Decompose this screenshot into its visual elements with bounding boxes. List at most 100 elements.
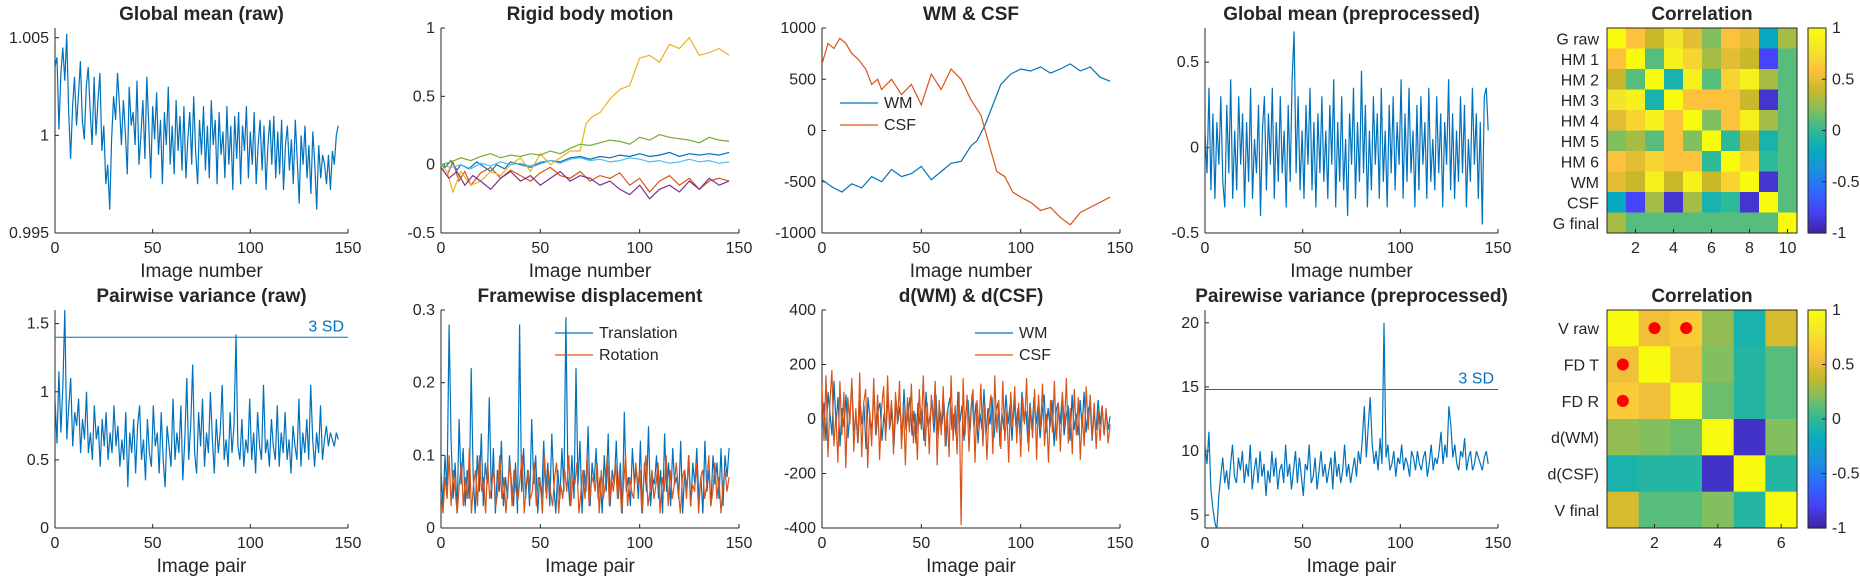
y-tick-label: 0.3 — [413, 302, 435, 319]
heatmap-cell — [1702, 192, 1722, 213]
heatmap-cell — [1683, 48, 1703, 70]
heatmap-cell — [1670, 382, 1703, 420]
heatmap-cell — [1664, 28, 1684, 49]
x-tick-label: 50 — [144, 240, 162, 257]
heatmap-cell — [1702, 89, 1722, 111]
heatmap-cell — [1765, 382, 1798, 420]
y-tick-label: -200 — [784, 466, 816, 483]
heatmap-cell — [1778, 130, 1798, 152]
colorbar-band — [1808, 117, 1826, 122]
colorbar-band — [1808, 34, 1826, 39]
colorbar-band — [1808, 313, 1826, 318]
x-tick-label: 2 — [1631, 240, 1640, 257]
row-label: G raw — [1556, 31, 1599, 48]
colorbar-band — [1808, 60, 1826, 64]
colorbar-band — [1808, 337, 1826, 342]
series-line-csf — [822, 369, 1111, 526]
x-tick-label: 150 — [1485, 535, 1512, 552]
colorbar-band — [1808, 333, 1826, 338]
colorbar-band — [1808, 517, 1826, 522]
colorbar-band — [1808, 480, 1826, 485]
x-tick-label: 100 — [626, 240, 653, 257]
colorbar-band — [1808, 162, 1826, 167]
row-label: HM 1 — [1561, 52, 1599, 69]
heatmap-cell — [1638, 346, 1671, 384]
heatmap-cell — [1740, 151, 1760, 172]
y-tick-label: -0.5 — [407, 225, 435, 242]
x-axis-label: Image number — [1290, 261, 1413, 282]
y-tick-label: 1.005 — [9, 30, 49, 47]
colorbar-band — [1808, 146, 1826, 151]
heatmap-cell — [1740, 171, 1760, 193]
colorbar-band — [1808, 136, 1826, 141]
colorbar-band — [1808, 159, 1826, 164]
x-tick-label: 50 — [912, 240, 930, 257]
row-label: HM 4 — [1561, 113, 1599, 130]
x-tick-label: 2 — [1650, 535, 1659, 552]
colorbar-band — [1808, 401, 1826, 406]
y-tick-label: 500 — [789, 71, 816, 88]
colorbar-band — [1808, 178, 1826, 183]
colorbar-band — [1808, 40, 1826, 45]
panel-title: Rigid body motion — [507, 4, 674, 25]
series-line-csf — [822, 37, 1111, 226]
heatmap-cell — [1626, 110, 1646, 131]
row-label: HM 5 — [1561, 134, 1599, 151]
panel-0: Global mean (raw) 0 50 100 150 0.995 1 1.005 Ima… — [9, 4, 361, 282]
colorbar-band — [1808, 316, 1826, 321]
colorbar-band — [1808, 446, 1826, 451]
heatmap-cell — [1664, 171, 1684, 193]
colorbar-band — [1808, 439, 1826, 444]
heatmap-cell — [1778, 89, 1798, 111]
heatmap-cell — [1702, 151, 1722, 172]
colorbar-band — [1808, 487, 1826, 492]
heatmap-cell — [1702, 130, 1722, 152]
heatmap-cell — [1759, 212, 1779, 234]
y-tick-label: 1 — [40, 127, 49, 144]
x-tick-label: 100 — [237, 535, 264, 552]
x-tick-label: 0 — [818, 535, 827, 552]
colorbar-band — [1808, 514, 1826, 519]
y-tick-label: -1000 — [775, 225, 816, 242]
x-tick-label: 0 — [51, 240, 60, 257]
row-label: V final — [1555, 503, 1599, 520]
heatmap-cell — [1702, 69, 1722, 90]
y-tick-label: -0.5 — [1171, 225, 1199, 242]
heatmap-cell — [1670, 455, 1703, 493]
heatmap-cell — [1721, 212, 1741, 234]
x-tick-label: 150 — [726, 240, 753, 257]
colorbar-band — [1808, 181, 1826, 186]
series-line-0 — [55, 309, 339, 488]
heatmap-cell — [1626, 171, 1646, 193]
y-tick-label: 1 — [426, 20, 435, 37]
heatmap-cell — [1607, 455, 1640, 493]
colorbar-band — [1808, 493, 1826, 498]
heatmap-cell — [1683, 69, 1703, 90]
heatmap-cell — [1702, 110, 1722, 131]
x-tick-label: 100 — [1007, 240, 1034, 257]
heatmap-cell — [1721, 171, 1741, 193]
colorbar-band — [1808, 140, 1826, 144]
heatmap-cell — [1740, 48, 1760, 70]
colorbar-band — [1808, 466, 1826, 471]
heatmap-cell — [1607, 151, 1627, 172]
series-line-2 — [441, 36, 730, 194]
colorbar-band — [1808, 524, 1826, 529]
panel-title: Framewise displacement — [478, 286, 704, 307]
heatmap-cell — [1645, 171, 1665, 193]
heatmap-cell — [1733, 382, 1766, 420]
colorbar-band — [1808, 429, 1826, 434]
y-tick-label: 0 — [1190, 140, 1199, 157]
heatmap-cell — [1778, 171, 1798, 193]
colorbar-band — [1808, 388, 1826, 393]
legend-label: WM — [1019, 325, 1047, 342]
threshold-label: 3 SD — [1458, 371, 1494, 388]
panel-title: Pairwise variance (raw) — [96, 286, 306, 307]
heatmap-cell — [1638, 455, 1671, 493]
colorbar-tick-label: 1 — [1832, 302, 1841, 319]
colorbar-band — [1808, 82, 1826, 87]
colorbar-band — [1808, 510, 1826, 515]
colorbar-band — [1808, 114, 1826, 119]
panel-8: Pairewise variance (preprocessed) 0 50 100 1… — [1181, 286, 1511, 577]
